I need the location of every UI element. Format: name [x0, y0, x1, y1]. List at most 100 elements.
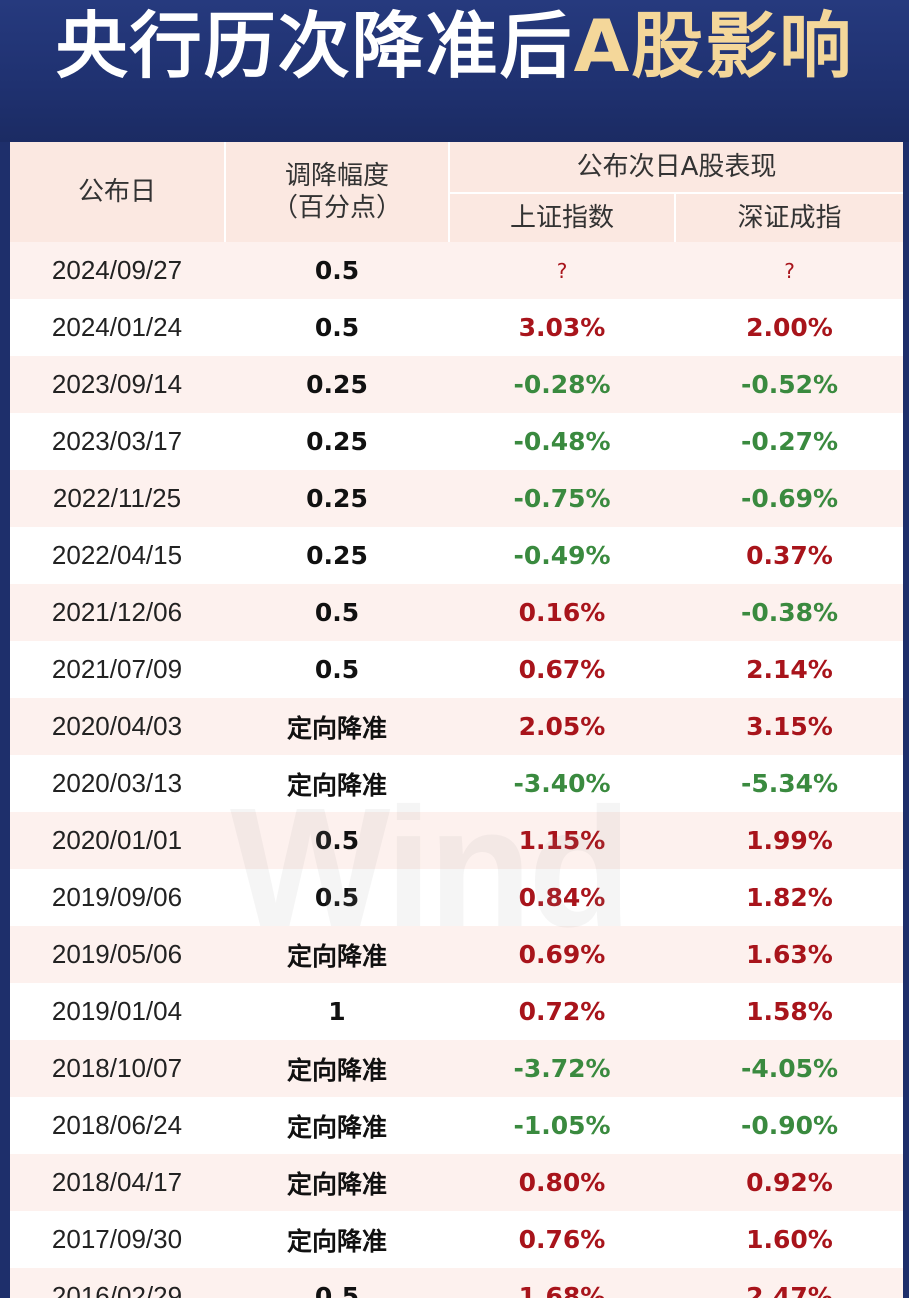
cell-date: 2016/02/29	[51, 1281, 183, 1298]
cell-rate: 定向降准	[286, 770, 387, 800]
cell-shenzhen: ?	[784, 258, 795, 283]
cell-rate: 定向降准	[286, 1169, 387, 1199]
cell-date: 2018/06/24	[51, 1110, 183, 1140]
table-row: 2016/02/29 0.5 1.68% 2.47%	[10, 1268, 903, 1298]
cell-date: 2022/04/15	[51, 540, 183, 570]
cell-date: 2021/12/06	[51, 597, 183, 627]
title-main: 央行历次降准后	[55, 4, 574, 88]
cell-shenzhen: -4.05%	[740, 1054, 839, 1083]
header-shenzhen: 深证成指	[737, 203, 842, 233]
cell-rate: 0.25	[306, 370, 368, 399]
page-header: 央行历次降准后A股影响	[0, 0, 909, 142]
cell-date: 2020/01/01	[51, 825, 183, 855]
cell-rate: 0.25	[306, 484, 368, 513]
cell-shenzhen: 1.58%	[746, 997, 833, 1026]
table-row: 2021/12/06 0.5 0.16% -0.38%	[10, 584, 903, 641]
cell-shenzhen: 0.92%	[746, 1168, 833, 1197]
cell-date: 2019/01/04	[51, 996, 183, 1026]
cell-shanghai: 1.68%	[518, 1282, 606, 1298]
header-divider	[450, 192, 903, 194]
cell-date: 2020/04/03	[51, 711, 183, 741]
cell-rate: 0.5	[314, 1282, 360, 1298]
header-rate: 调降幅度 （百分点）	[226, 142, 448, 242]
table-row: 2018/10/07 定向降准 -3.72% -4.05%	[10, 1040, 903, 1097]
cell-shanghai: 0.80%	[518, 1168, 606, 1197]
cell-rate: 定向降准	[286, 713, 387, 743]
cell-rate: 0.5	[314, 598, 360, 627]
cell-shanghai: 0.69%	[518, 940, 606, 969]
cell-date: 2018/10/07	[51, 1053, 183, 1083]
header-rate-line1: 调降幅度	[284, 161, 389, 191]
cell-date: 2023/03/17	[51, 426, 183, 456]
cell-shanghai: -0.48%	[513, 427, 611, 456]
table-row: 2022/04/15 0.25 -0.49% 0.37%	[10, 527, 903, 584]
header-rate-line2: （百分点）	[271, 193, 402, 223]
header-date: 公布日	[77, 177, 156, 207]
cell-rate: 1	[328, 997, 346, 1026]
cell-shenzhen: 1.60%	[746, 1225, 833, 1254]
cell-rate: 定向降准	[286, 1226, 387, 1256]
cell-shenzhen: 2.00%	[746, 313, 833, 342]
cell-shenzhen: -0.52%	[740, 370, 839, 399]
cell-shenzhen: 2.47%	[746, 1282, 833, 1298]
page-title: 央行历次降准后A股影响	[0, 4, 909, 88]
cell-shanghai: -1.05%	[513, 1111, 611, 1140]
cell-date: 2019/05/06	[51, 939, 183, 969]
table-row: 2018/06/24 定向降准 -1.05% -0.90%	[10, 1097, 903, 1154]
rrr-cut-table: 公布日 调降幅度 （百分点） 公布次日A股表现 上证指数 深证成指 2024/0…	[10, 142, 903, 1298]
cell-rate: 0.5	[314, 256, 360, 285]
cell-shenzhen: -0.27%	[740, 427, 839, 456]
frame-right	[903, 142, 909, 1298]
cell-rate: 0.25	[306, 541, 368, 570]
cell-shenzhen: 3.15%	[746, 712, 833, 741]
cell-shenzhen: -0.69%	[740, 484, 839, 513]
frame-left	[0, 142, 10, 1298]
table-row: 2019/05/06 定向降准 0.69% 1.63%	[10, 926, 903, 983]
cell-rate: 0.5	[314, 826, 360, 855]
title-accent: A股影响	[573, 4, 854, 88]
header-shanghai: 上证指数	[509, 203, 614, 233]
table-row: 2023/09/14 0.25 -0.28% -0.52%	[10, 356, 903, 413]
table-row: 2021/07/09 0.5 0.67% 2.14%	[10, 641, 903, 698]
cell-rate: 0.5	[314, 313, 360, 342]
cell-shenzhen: 1.82%	[746, 883, 833, 912]
cell-date: 2019/09/06	[51, 882, 183, 912]
cell-rate: 0.5	[314, 883, 360, 912]
cell-date: 2020/03/13	[51, 768, 183, 798]
cell-shenzhen: 1.63%	[746, 940, 833, 969]
cell-shanghai: 1.15%	[518, 826, 606, 855]
header-performance: 公布次日A股表现	[576, 152, 777, 182]
table-row: 2022/11/25 0.25 -0.75% -0.69%	[10, 470, 903, 527]
cell-shenzhen: 0.37%	[746, 541, 833, 570]
cell-shenzhen: -0.38%	[740, 598, 839, 627]
table-row: 2020/03/13 定向降准 -3.40% -5.34%	[10, 755, 903, 812]
cell-rate: 0.25	[306, 427, 368, 456]
cell-rate: 定向降准	[286, 1112, 387, 1142]
table-row: 2024/01/24 0.5 3.03% 2.00%	[10, 299, 903, 356]
cell-shanghai: -0.75%	[513, 484, 611, 513]
cell-rate: 定向降准	[286, 941, 387, 971]
cell-shanghai: 0.72%	[518, 997, 606, 1026]
cell-shanghai: -3.72%	[513, 1054, 611, 1083]
table-row: 2023/03/17 0.25 -0.48% -0.27%	[10, 413, 903, 470]
table-header: 公布日 调降幅度 （百分点） 公布次日A股表现 上证指数 深证成指	[10, 142, 903, 242]
cell-date: 2022/11/25	[52, 483, 182, 513]
cell-shanghai: 0.16%	[518, 598, 606, 627]
table-row: 2020/01/01 0.5 1.15% 1.99%	[10, 812, 903, 869]
cell-shenzhen: 2.14%	[746, 655, 833, 684]
cell-shanghai: 3.03%	[518, 313, 606, 342]
table-row: 2018/04/17 定向降准 0.80% 0.92%	[10, 1154, 903, 1211]
table-row: 2019/01/04 1 0.72% 1.58%	[10, 983, 903, 1040]
header-divider	[674, 194, 676, 242]
table-row: 2017/09/30 定向降准 0.76% 1.60%	[10, 1211, 903, 1268]
cell-shanghai: ?	[556, 258, 568, 283]
cell-date: 2024/09/27	[51, 255, 183, 285]
cell-shenzhen: -0.90%	[740, 1111, 839, 1140]
table-row: 2019/09/06 0.5 0.84% 1.82%	[10, 869, 903, 926]
table-row: 2024/09/27 0.5??	[10, 242, 903, 299]
cell-date: 2021/07/09	[51, 654, 183, 684]
cell-rate: 0.5	[314, 655, 360, 684]
cell-shanghai: -0.49%	[513, 541, 611, 570]
header-divider	[224, 142, 226, 242]
cell-shanghai: 0.67%	[518, 655, 606, 684]
